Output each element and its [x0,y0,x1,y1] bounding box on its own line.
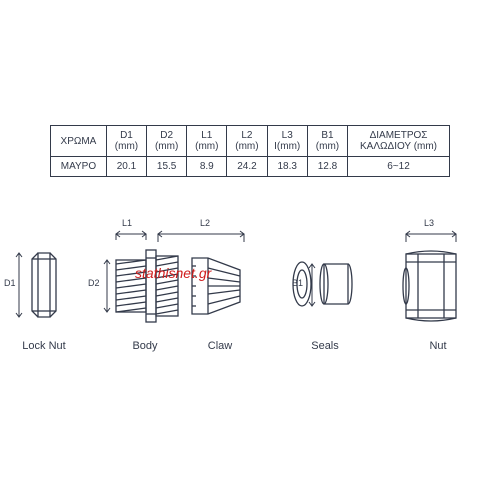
table-data-row: ΜΑΥΡΟ 20.1 15.5 8.9 24.2 18.3 12.8 6~12 [51,157,450,177]
th-d2: D2 (mm) [147,126,187,157]
dim-d2-label: D2 [88,278,100,288]
th-diam: ΔΙΑΜΕΤΡΟΣ ΚΑΛΩΔΙΟΥ (mm) [348,126,450,157]
td-diam: 6~12 [348,157,450,177]
dim-l1-line [112,228,148,240]
th-l2: L2 (mm) [227,126,267,157]
nut-icon [396,244,466,328]
th-b1-text: B1 (mm) [316,130,339,152]
th-d2-text: D2 (mm) [155,130,178,152]
th-color: ΧΡΩΜΑ [51,126,107,157]
technical-spec-figure: ΧΡΩΜΑ D1 (mm) D2 (mm) L1 (mm) L2 (mm) L3… [0,0,500,500]
th-b1: B1 (mm) [307,126,347,157]
th-l2-text: L2 (mm) [235,130,258,152]
dim-d2-line [102,258,112,314]
td-l2: 24.2 [227,157,267,177]
th-d1-text: D1 (mm) [115,130,138,152]
label-body: Body [120,340,170,352]
th-diam-text: ΔΙΑΜΕΤΡΟΣ ΚΑΛΩΔΙΟΥ (mm) [360,130,437,152]
table-header-row: ΧΡΩΜΑ D1 (mm) D2 (mm) L1 (mm) L2 (mm) L3… [51,126,450,157]
td-d2: 15.5 [147,157,187,177]
claw-icon [188,248,248,324]
td-b1: 12.8 [307,157,347,177]
dim-b1-label: B1 [292,278,303,288]
dim-l2-line [156,228,248,242]
td-l3: 18.3 [267,157,307,177]
lock-nut-icon [18,245,70,325]
spec-table: ΧΡΩΜΑ D1 (mm) D2 (mm) L1 (mm) L2 (mm) L3… [50,125,450,177]
th-l1-text: L1 (mm) [195,130,218,152]
dim-l2-label: L2 [200,218,210,228]
watermark-text: stathisnet.gr [135,265,211,281]
td-color: ΜΑΥΡΟ [51,157,107,177]
th-d1: D1 (mm) [106,126,146,157]
td-l1: 8.9 [187,157,227,177]
diagram-area: D1 [0,210,500,410]
spec-table-wrap: ΧΡΩΜΑ D1 (mm) D2 (mm) L1 (mm) L2 (mm) L3… [50,125,450,177]
label-lock-nut: Lock Nut [12,340,76,352]
label-claw: Claw [195,340,245,352]
dim-d1-line [14,250,24,320]
dim-b1-line [306,262,318,310]
th-l1: L1 (mm) [187,126,227,157]
body-icon [112,240,182,332]
dim-l1-label: L1 [122,218,132,228]
th-l3: L3 I(mm) [267,126,307,157]
th-l3-text: L3 I(mm) [274,130,300,152]
label-seals: Seals [300,340,350,352]
label-nut: Nut [418,340,458,352]
dim-l3-label: L3 [424,218,434,228]
td-d1: 20.1 [106,157,146,177]
dim-l3-line [404,228,460,242]
